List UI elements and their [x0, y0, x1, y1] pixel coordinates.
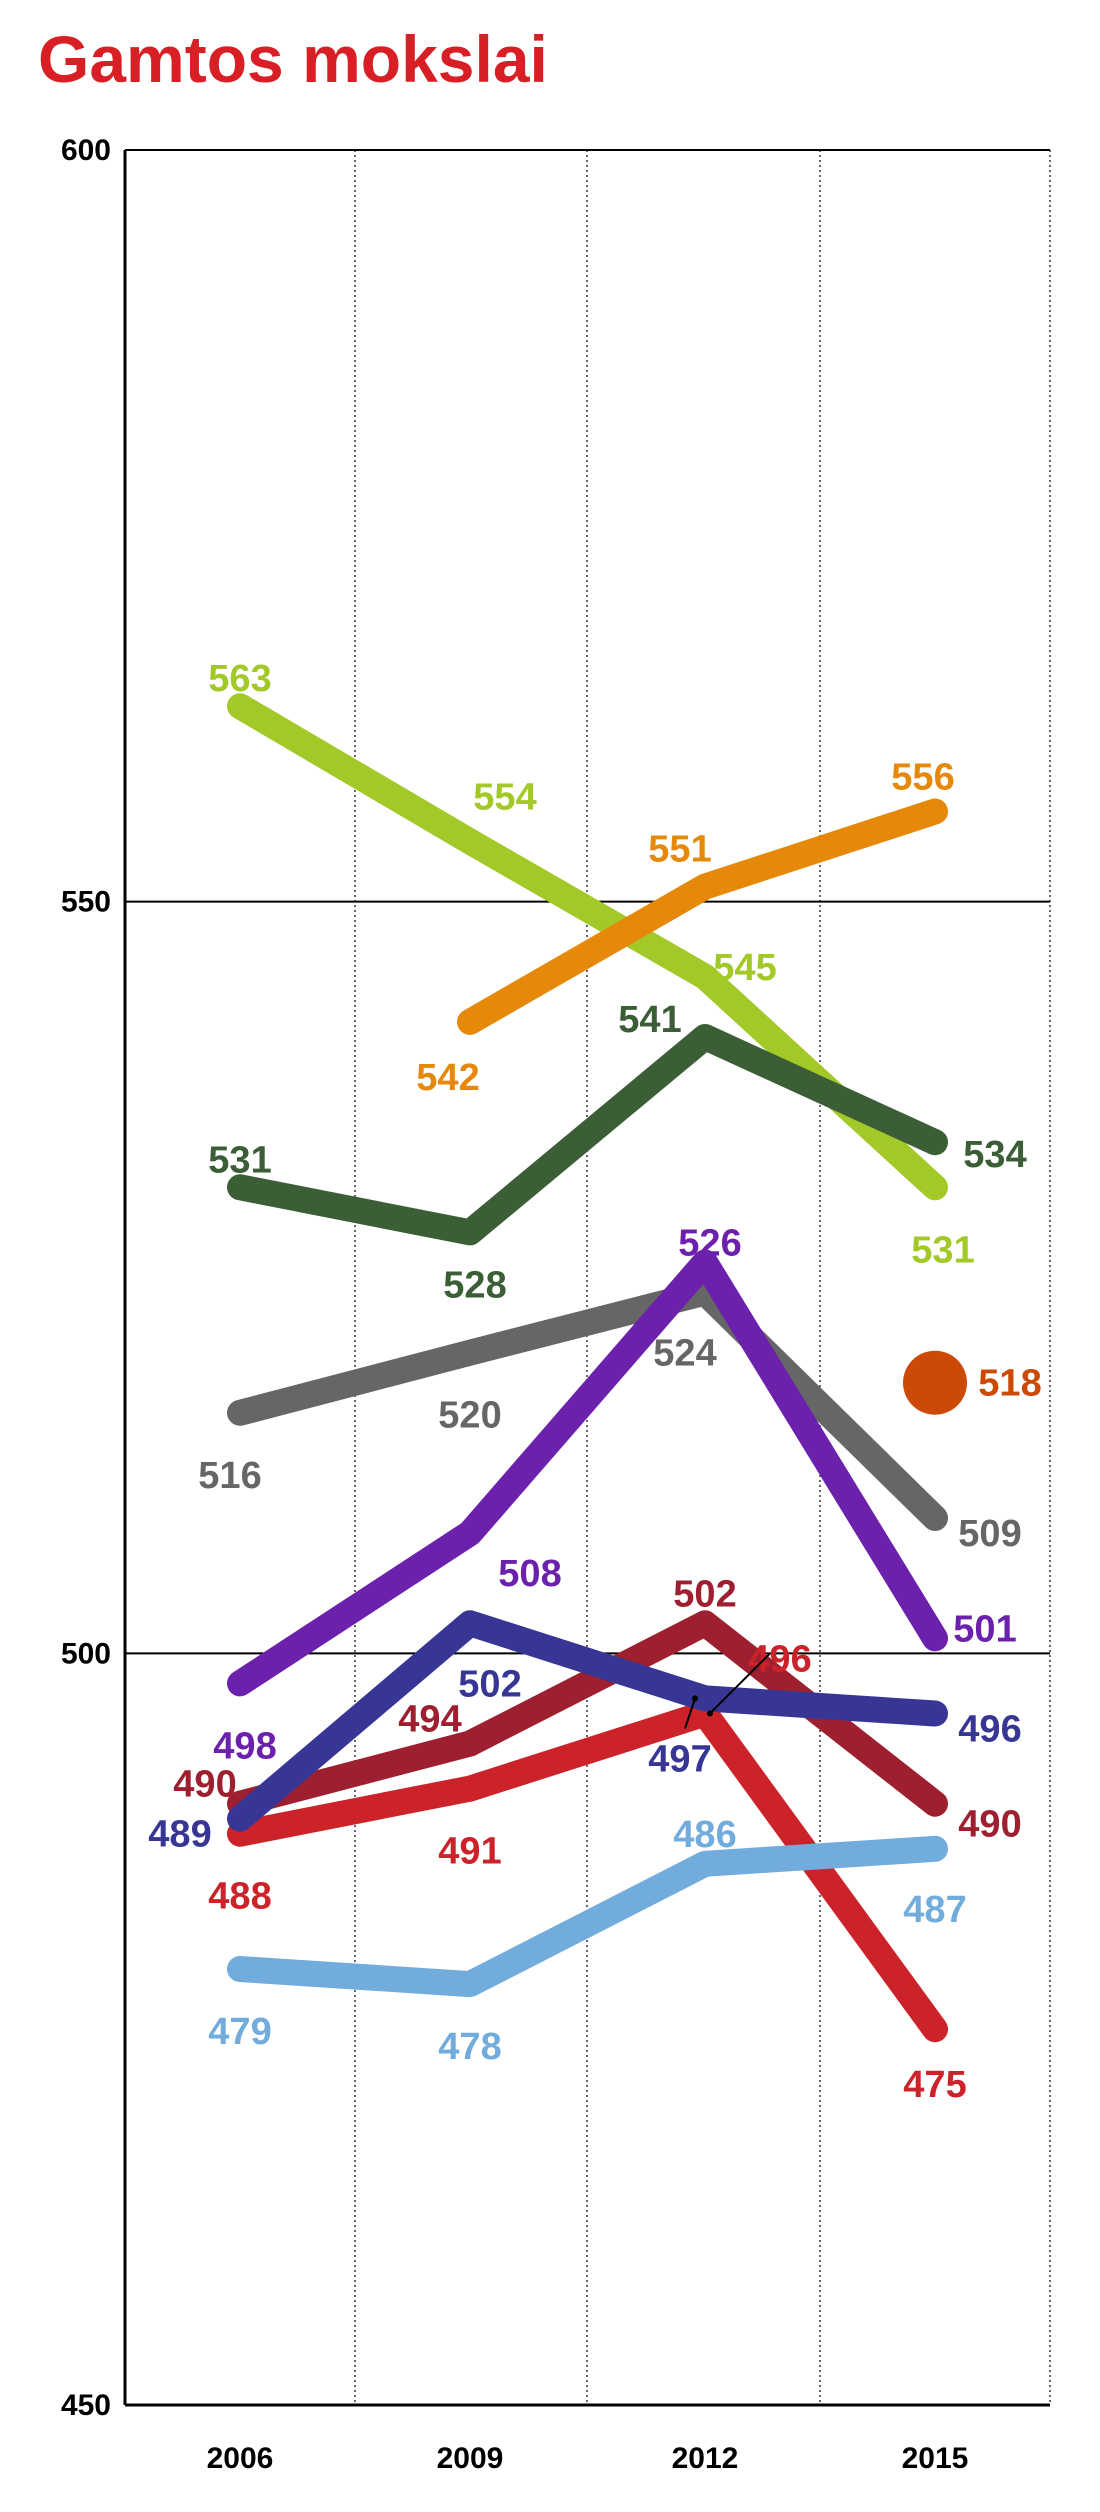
- data-label-3-2006: 531: [208, 1139, 271, 1181]
- data-label-1-2015: 531: [911, 1229, 974, 1271]
- point-label: 518: [978, 1363, 1041, 1405]
- data-label-5-2006: 498: [213, 1725, 276, 1767]
- leader-dot-red-2012: [707, 1710, 713, 1717]
- series-line-7: [227, 1700, 948, 2043]
- data-label-2-2012: 551: [648, 829, 711, 871]
- data-label-7-2015: 475: [903, 2064, 966, 2106]
- data-label-9-2012: 486: [673, 1814, 736, 1856]
- data-label-2-2015: 556: [891, 756, 954, 798]
- data-label-4-2015: 509: [958, 1513, 1021, 1555]
- chart-data-labels: 563 554 545 531 542 551 556 531 528 541 534 516 520 5…: [148, 658, 1041, 2106]
- data-label-9-2006: 479: [208, 2011, 271, 2053]
- y-tick-550: 550: [61, 886, 111, 919]
- data-label-1-2006: 563: [208, 658, 271, 700]
- y-tick-600: 600: [61, 134, 111, 167]
- data-label-7-2009: 491: [438, 1831, 501, 1873]
- data-label-4-2006: 516: [198, 1455, 261, 1497]
- series-line-4: [227, 1279, 948, 1531]
- series-line-8: [227, 1610, 948, 1832]
- chart-series: [227, 693, 967, 2043]
- data-label-8-2012: 497: [648, 1738, 711, 1780]
- data-label-1-2012: 545: [713, 947, 776, 989]
- leader-line-red-2012: [709, 1652, 771, 1715]
- data-label-6-2006: 490: [173, 1764, 236, 1806]
- x-tick-2006: 2006: [207, 2442, 274, 2475]
- x-tick-2009: 2009: [437, 2442, 504, 2475]
- chart-axes: 450 500 550 600 2006 2009 2012 2015: [61, 134, 1050, 2475]
- series-line-9: [227, 1835, 948, 1998]
- data-label-6-2009: 494: [398, 1699, 461, 1741]
- data-label-4-2009: 520: [438, 1395, 501, 1437]
- data-label-5-2012: 526: [678, 1222, 741, 1264]
- data-label-6-2015: 490: [958, 1804, 1021, 1846]
- data-label-5-2015: 501: [953, 1608, 1016, 1650]
- y-tick-450: 450: [61, 2389, 111, 2422]
- data-label-1-2009: 554: [473, 777, 536, 819]
- data-label-8-2015: 496: [958, 1708, 1021, 1750]
- x-tick-2012: 2012: [672, 2442, 739, 2475]
- data-label-3-2015: 534: [963, 1134, 1026, 1176]
- data-label-3-2009: 528: [443, 1264, 506, 1306]
- series-line-3: [227, 1024, 948, 1246]
- data-label-4-2012: 524: [653, 1333, 716, 1375]
- data-label-6-2012: 502: [673, 1573, 736, 1615]
- chart-title: Gamtos mokslai: [38, 22, 548, 96]
- data-label-7-2006: 488: [208, 1876, 271, 1918]
- data-label-8-2006: 489: [148, 1814, 211, 1856]
- data-label-7-2012: 496: [748, 1638, 811, 1680]
- leader-dot-blue-2012: [692, 1695, 698, 1702]
- data-label-2-2009: 542: [416, 1057, 479, 1099]
- chart-grid: [125, 149, 1051, 2405]
- data-label-8-2009: 502: [458, 1663, 521, 1705]
- series-line-2: [457, 798, 948, 1035]
- x-tick-2015: 2015: [902, 2442, 969, 2475]
- leader-line-blue-2012: [684, 1698, 696, 1729]
- y-tick-500: 500: [61, 1637, 111, 1670]
- data-label-5-2009: 508: [498, 1553, 561, 1595]
- data-label-9-2015: 487: [903, 1889, 966, 1931]
- data-label-3-2012: 541: [618, 999, 681, 1041]
- data-label-9-2009: 478: [438, 2026, 501, 2068]
- series-line-5: [227, 1249, 948, 1697]
- point-marker: [903, 1350, 967, 1415]
